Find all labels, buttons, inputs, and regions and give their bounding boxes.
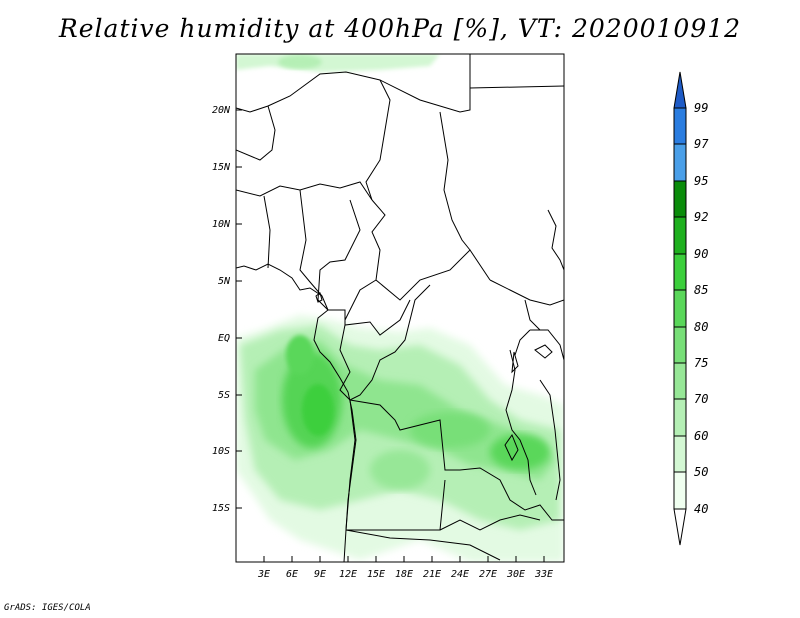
grads-credit: GrADS: IGES/COLA	[4, 603, 91, 613]
rh-core-angola	[370, 450, 430, 490]
border-chad-libya	[365, 79, 391, 201]
border-egypt-sudan	[379, 54, 471, 113]
colorbar-top-triangle	[673, 71, 687, 109]
colorbar-bin-97-99	[673, 107, 687, 145]
lon-label: 21E	[423, 569, 441, 580]
lat-label: 10S	[212, 446, 230, 457]
lat-axis: 20N 15N 10N 5N EQ 5S 10S 15S	[212, 105, 242, 514]
border-tanzania	[539, 379, 561, 501]
colorbar-label: 80	[694, 320, 708, 334]
border-east	[547, 209, 564, 271]
colorbar-bin-60-70	[673, 398, 687, 437]
colorbar-bin-80-85	[673, 289, 687, 328]
colorbar-bin-95-97	[673, 143, 687, 182]
lon-label: 33E	[534, 569, 553, 580]
colorbar-label: 99	[694, 101, 708, 115]
border-sudan-west	[439, 111, 471, 251]
lake-outline-1	[504, 433, 519, 462]
lat-label: 15S	[212, 503, 230, 514]
border-zambia	[439, 514, 541, 531]
rh-core-congo	[410, 412, 490, 448]
lon-axis: 3E 6E 9E 12E 15E 18E 21E 24E 27E 30E 33E	[257, 556, 553, 580]
colorbar-label: 90	[694, 247, 708, 261]
colorbar-label: 92	[694, 210, 708, 224]
lake-outline-2	[534, 344, 553, 359]
lon-label: 12E	[339, 569, 357, 580]
lat-label: 5S	[218, 390, 230, 401]
colorbar-label: 95	[694, 174, 708, 188]
lon-label: 27E	[479, 569, 497, 580]
rh-area-north-core	[278, 55, 322, 69]
colorbar-label: 75	[694, 356, 708, 370]
colorbar-label: 50	[694, 465, 708, 479]
colorbar-bin-75-80	[673, 326, 687, 364]
border-congo	[339, 284, 431, 401]
map-frame	[235, 53, 565, 563]
lon-label: 18E	[395, 569, 413, 580]
colorbar-bin-70-75	[673, 362, 687, 400]
colorbar-bin-90-92	[673, 216, 687, 255]
boundaries	[236, 54, 564, 562]
rh-core-coast	[286, 335, 314, 375]
border-nigeria-east	[317, 199, 361, 311]
rh-area-north	[236, 54, 440, 72]
colorbar-bin-50-60	[673, 435, 687, 473]
border-lake-victoria	[514, 329, 564, 361]
lat-label: EQ	[218, 333, 230, 344]
border-nigeria	[263, 189, 323, 297]
colorbar-label: 85	[694, 283, 708, 297]
rh-core-tanganyika	[490, 434, 550, 470]
lon-label: 6E	[286, 569, 298, 580]
lon-label: 30E	[506, 569, 525, 580]
border-sudan-north	[469, 85, 564, 89]
lat-label: 5N	[218, 276, 231, 287]
lat-label: 15N	[212, 162, 231, 173]
border-great-lakes	[505, 349, 537, 496]
lon-label: 9E	[314, 569, 326, 580]
colorbar-bin-40-50	[673, 471, 687, 510]
lon-label: 3E	[257, 569, 270, 580]
border-cameroon-gabon	[328, 299, 411, 336]
border-chad	[371, 199, 491, 301]
lon-label: 15E	[367, 569, 385, 580]
colorbar: 99 97 95 92 90 85 80 75 70 60 50 40	[673, 71, 709, 546]
lake-outline-4	[315, 292, 323, 303]
border-south-sudan	[489, 279, 564, 306]
border-namibia	[345, 529, 501, 561]
border-mali-niger	[236, 105, 276, 161]
humidity-field	[236, 54, 564, 562]
lon-label: 24E	[451, 569, 469, 580]
coastline-west-africa	[236, 263, 357, 562]
rh-core-gabon-inner	[302, 384, 334, 436]
colorbar-bin-85-90	[673, 253, 687, 291]
colorbar-label: 97	[694, 137, 709, 151]
colorbar-label: 40	[694, 502, 708, 516]
border-drc-south	[349, 399, 564, 521]
colorbar-label: 60	[694, 429, 708, 443]
border-uganda	[524, 299, 541, 331]
map-title: Relative humidity at 400hPa [%], VT: 202…	[58, 14, 742, 43]
lat-label: 10N	[212, 219, 231, 230]
border-niger-north	[236, 71, 381, 113]
colorbar-bottom-triangle	[673, 508, 687, 546]
border-niger-south	[236, 181, 373, 201]
lake-outline-3	[511, 351, 519, 374]
colorbar-bin-92-95	[673, 180, 687, 218]
colorbar-label: 70	[694, 392, 708, 406]
border-car	[344, 279, 377, 321]
lat-label: 20N	[212, 105, 231, 116]
